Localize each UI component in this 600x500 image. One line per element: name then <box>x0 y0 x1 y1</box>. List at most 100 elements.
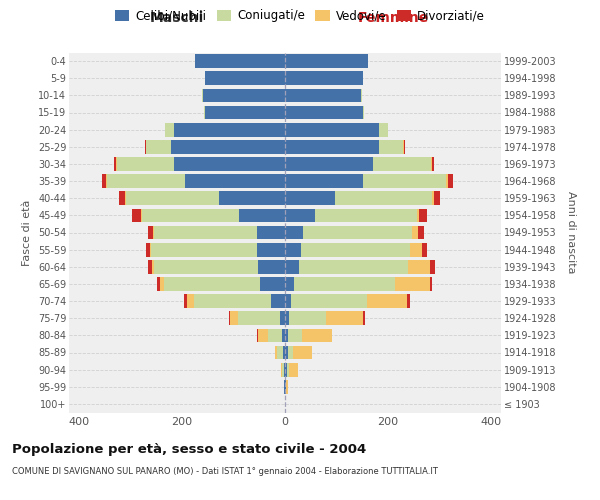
Bar <box>412 226 418 239</box>
Bar <box>430 260 435 274</box>
Bar <box>175 123 285 136</box>
Bar <box>287 328 302 342</box>
Bar <box>363 106 364 120</box>
Bar <box>285 294 291 308</box>
Bar <box>154 226 257 239</box>
Bar <box>285 260 299 274</box>
Bar <box>301 243 410 256</box>
Bar <box>277 346 283 360</box>
Bar <box>164 277 260 291</box>
Bar <box>229 312 230 325</box>
Bar <box>148 226 153 239</box>
Bar <box>283 328 285 342</box>
Bar <box>280 312 285 325</box>
Bar <box>195 54 285 68</box>
Bar <box>293 346 312 360</box>
Text: Femmine: Femmine <box>358 11 428 25</box>
Bar <box>117 157 175 171</box>
Y-axis label: Anni di nascita: Anni di nascita <box>566 191 576 274</box>
Bar <box>282 363 284 376</box>
Bar <box>285 363 287 376</box>
Bar <box>285 174 363 188</box>
Bar <box>141 208 142 222</box>
Bar <box>294 277 395 291</box>
Bar <box>407 294 410 308</box>
Bar <box>283 346 285 360</box>
Text: COMUNE DI SAVIGNANO SUL PANARO (MO) - Dati ISTAT 1° gennaio 2004 - Elaborazione : COMUNE DI SAVIGNANO SUL PANARO (MO) - Da… <box>12 468 438 476</box>
Bar <box>175 157 285 171</box>
Bar <box>257 243 285 256</box>
Bar <box>271 294 285 308</box>
Bar <box>285 226 303 239</box>
Bar <box>258 328 268 342</box>
Bar <box>434 192 440 205</box>
Bar <box>379 140 403 153</box>
Bar <box>285 106 363 120</box>
Bar <box>335 192 432 205</box>
Bar <box>315 208 416 222</box>
Bar <box>291 294 367 308</box>
Legend: Celibi/Nubili, Coniugati/e, Vedovi/e, Divorziati/e: Celibi/Nubili, Coniugati/e, Vedovi/e, Di… <box>112 6 488 26</box>
Bar <box>152 260 154 274</box>
Bar <box>142 208 239 222</box>
Bar <box>203 88 285 102</box>
Bar <box>148 260 152 274</box>
Bar <box>219 192 285 205</box>
Bar <box>285 243 301 256</box>
Bar <box>430 277 432 291</box>
Bar <box>302 328 332 342</box>
Bar <box>238 312 280 325</box>
Bar <box>285 208 315 222</box>
Bar <box>289 312 326 325</box>
Bar <box>285 140 379 153</box>
Bar <box>125 192 219 205</box>
Bar <box>289 363 298 376</box>
Bar <box>373 157 431 171</box>
Bar <box>157 277 160 291</box>
Bar <box>285 54 368 68</box>
Bar <box>432 192 434 205</box>
Bar <box>171 140 285 153</box>
Bar <box>275 346 277 360</box>
Bar <box>102 174 106 188</box>
Text: Popolazione per età, sesso e stato civile - 2004: Popolazione per età, sesso e stato civil… <box>12 442 366 456</box>
Bar <box>285 328 287 342</box>
Bar <box>363 174 446 188</box>
Bar <box>204 106 205 120</box>
Bar <box>363 312 365 325</box>
Bar <box>285 88 361 102</box>
Bar <box>326 312 363 325</box>
Bar <box>205 106 285 120</box>
Bar <box>419 208 427 222</box>
Bar <box>160 277 164 291</box>
Bar <box>119 192 125 205</box>
Y-axis label: Fasce di età: Fasce di età <box>22 200 32 266</box>
Bar <box>281 363 282 376</box>
Bar <box>184 294 187 308</box>
Bar <box>150 243 151 256</box>
Bar <box>230 312 238 325</box>
Bar <box>285 123 379 136</box>
Bar <box>285 72 363 85</box>
Bar <box>395 277 430 291</box>
Bar <box>107 174 185 188</box>
Bar <box>285 346 287 360</box>
Bar <box>165 123 175 136</box>
Bar <box>239 208 285 222</box>
Bar <box>146 140 171 153</box>
Bar <box>422 243 427 256</box>
Bar <box>185 174 285 188</box>
Bar <box>146 243 150 256</box>
Bar <box>286 380 288 394</box>
Bar <box>151 243 257 256</box>
Bar <box>410 243 422 256</box>
Bar <box>154 260 258 274</box>
Bar <box>303 226 412 239</box>
Bar <box>418 226 424 239</box>
Bar <box>268 328 283 342</box>
Bar <box>284 363 285 376</box>
Bar <box>285 157 373 171</box>
Bar <box>404 140 405 153</box>
Bar <box>285 277 294 291</box>
Bar <box>379 123 388 136</box>
